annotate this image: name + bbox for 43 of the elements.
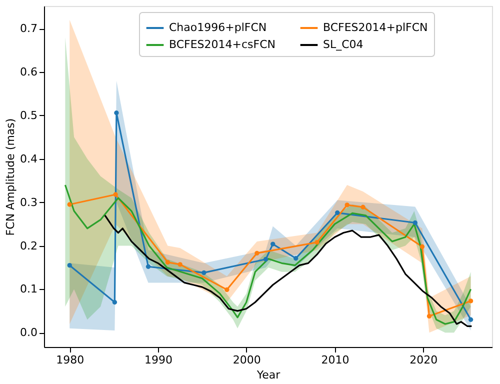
point	[165, 260, 170, 265]
point	[468, 317, 474, 322]
point	[114, 110, 119, 116]
point	[67, 202, 72, 207]
point	[254, 250, 260, 256]
y-tick-label: 0.2	[20, 239, 38, 252]
y-tick-label: 0.0	[20, 326, 38, 340]
x-tick-label: 1980	[56, 354, 84, 366]
point	[146, 264, 151, 269]
point	[335, 210, 340, 216]
point	[202, 270, 206, 276]
point	[270, 242, 276, 246]
y-tick-label: 0.6	[20, 66, 38, 79]
line-series	[104, 214, 472, 327]
x-tick-label: 2010	[321, 354, 350, 366]
point	[263, 256, 268, 262]
point	[112, 300, 118, 305]
y-tick-label: 0.7	[20, 22, 38, 36]
point	[420, 244, 425, 249]
y-tick-label: 0.5	[20, 108, 38, 122]
point	[412, 220, 418, 226]
point	[426, 314, 432, 318]
point	[314, 240, 320, 245]
legend-label: SL_C04	[323, 38, 364, 51]
legend-label: Chao1996+plFCN	[169, 21, 267, 34]
y-axis-title: FCN Amplitude (mas)	[4, 118, 18, 236]
point	[113, 192, 118, 197]
legend-label: BCFES2014+plFCN	[323, 21, 428, 34]
point	[178, 262, 182, 267]
point	[360, 204, 366, 210]
y-tick-label: 0.4	[20, 152, 38, 166]
legend-label: BCFES2014+csFCN	[169, 38, 276, 51]
point	[344, 202, 350, 208]
x-tick-label: 2020	[410, 354, 438, 366]
x-tick-label: 1990	[144, 354, 172, 366]
point	[224, 287, 230, 292]
point	[293, 256, 298, 261]
x-tick-label: 2000	[232, 354, 261, 366]
x-axis-title: Year	[256, 368, 281, 382]
y-tick-label: 0.1	[20, 282, 38, 296]
point	[468, 298, 474, 304]
y-tick-label: 0.3	[20, 196, 38, 209]
point	[67, 262, 72, 268]
